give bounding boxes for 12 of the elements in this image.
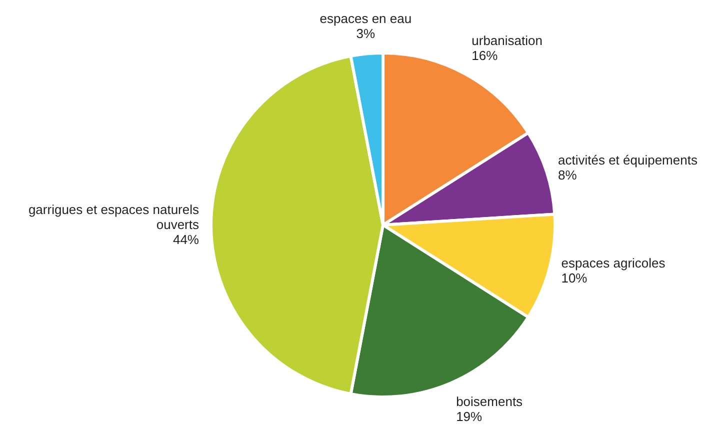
slice-label: espaces agricoles — [561, 255, 666, 270]
slice-label: urbanisation — [472, 32, 542, 48]
slice-label: espaces en eau — [320, 10, 412, 26]
slice-label: boisements — [456, 394, 524, 409]
data-label: 19% — [456, 408, 483, 424]
data-label: 8% — [558, 168, 578, 183]
slice-label: garrigues et espaces naturels ouverts — [28, 202, 200, 232]
data-label: 3% — [356, 26, 376, 41]
slice-label: activités et équipements — [558, 152, 698, 168]
data-label: 10% — [561, 270, 588, 286]
data-label: 44% — [172, 232, 200, 247]
data-label: 16% — [472, 48, 498, 63]
